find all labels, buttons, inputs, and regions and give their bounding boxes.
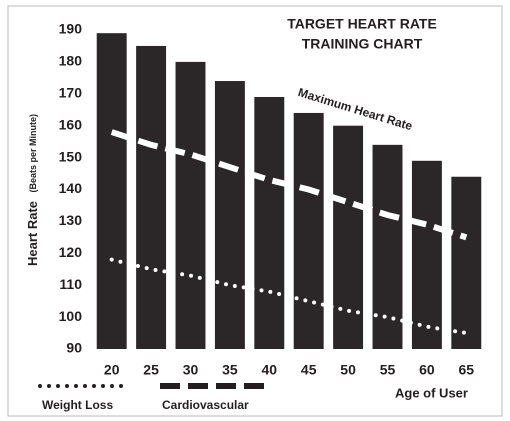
- bar: [293, 112, 324, 349]
- y-tick-label: 110: [59, 276, 82, 292]
- y-tick-label: 160: [59, 116, 83, 132]
- x-tick-label: 25: [143, 362, 159, 378]
- bar: [214, 81, 245, 349]
- y-axis-label: Heart Rate (Beats per Minute): [25, 114, 42, 266]
- series-line: [109, 257, 469, 336]
- x-tick-label: 55: [380, 362, 396, 378]
- bar: [333, 125, 364, 349]
- y-tick-label: 150: [59, 148, 83, 164]
- x-tick-label: 40: [262, 362, 278, 378]
- y-tick-label: 90: [66, 340, 82, 356]
- legend-label: Cardiovascular: [162, 398, 249, 412]
- y-tick-label: 120: [59, 244, 83, 260]
- y-axis-label-main: Heart Rate: [25, 201, 40, 266]
- x-tick-label: 65: [459, 362, 475, 378]
- y-tick-label: 190: [59, 21, 83, 37]
- x-tick-label: 35: [222, 362, 238, 378]
- x-tick-label: 60: [419, 362, 435, 378]
- y-tick-label: 100: [59, 308, 83, 324]
- y-tick-label: 130: [59, 212, 83, 228]
- y-tick-label: 170: [59, 85, 83, 101]
- x-tick-label: 50: [340, 362, 356, 378]
- chart-title: TARGET HEART RATE: [287, 16, 437, 32]
- series-line: [110, 129, 468, 241]
- y-tick-label: 140: [59, 180, 83, 196]
- bar: [96, 33, 127, 349]
- x-axis-label: Age of User: [395, 385, 468, 400]
- bar: [136, 45, 167, 349]
- frame: [7, 5, 503, 417]
- bar: [175, 61, 206, 350]
- x-tick-label: 20: [104, 362, 120, 378]
- chart-title: TRAINING CHART: [302, 36, 423, 52]
- y-tick-label: 180: [59, 53, 83, 69]
- bar: [254, 96, 285, 350]
- bar: [372, 144, 403, 349]
- legend-label: Weight Loss: [42, 398, 113, 412]
- x-tick-label: 30: [183, 362, 199, 378]
- bar: [451, 176, 482, 349]
- y-axis-label-unit: (Beats per Minute): [28, 114, 38, 193]
- bar: [411, 160, 442, 349]
- x-tick-label: 45: [301, 362, 317, 378]
